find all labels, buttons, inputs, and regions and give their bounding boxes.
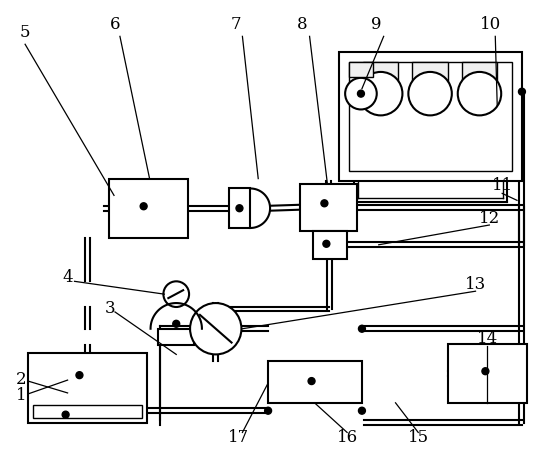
- Circle shape: [323, 241, 330, 247]
- Text: 4: 4: [62, 269, 73, 286]
- Text: 13: 13: [465, 276, 486, 293]
- Text: 11: 11: [492, 177, 513, 194]
- Circle shape: [190, 303, 241, 354]
- Bar: [448, 343, 527, 403]
- Text: 5: 5: [20, 24, 30, 41]
- Circle shape: [358, 90, 364, 97]
- Circle shape: [358, 325, 365, 332]
- Bar: [268, 361, 362, 403]
- Text: 3: 3: [105, 300, 115, 318]
- Circle shape: [308, 378, 315, 385]
- Bar: [33, 405, 142, 418]
- Bar: [349, 62, 512, 171]
- Circle shape: [76, 372, 83, 379]
- Circle shape: [359, 72, 402, 116]
- Circle shape: [173, 320, 180, 327]
- Circle shape: [345, 78, 377, 110]
- Bar: [312, 231, 347, 259]
- Text: 8: 8: [298, 16, 308, 33]
- Circle shape: [408, 72, 452, 116]
- Text: 7: 7: [230, 16, 241, 33]
- Text: 15: 15: [408, 429, 429, 446]
- Circle shape: [358, 407, 365, 414]
- Text: 9: 9: [371, 16, 382, 33]
- Circle shape: [321, 200, 328, 207]
- Text: 6: 6: [110, 16, 120, 33]
- Bar: [229, 188, 250, 228]
- Bar: [349, 62, 373, 77]
- Bar: [300, 183, 357, 231]
- Text: 10: 10: [480, 16, 501, 33]
- Text: 16: 16: [337, 429, 358, 446]
- Bar: [158, 329, 194, 346]
- Text: 17: 17: [228, 429, 249, 446]
- Circle shape: [140, 203, 147, 210]
- Bar: [28, 353, 147, 423]
- Text: 2: 2: [16, 371, 26, 388]
- Text: 14: 14: [477, 330, 498, 347]
- Circle shape: [236, 205, 243, 212]
- Bar: [461, 62, 497, 82]
- Circle shape: [264, 407, 272, 414]
- Circle shape: [482, 368, 489, 375]
- Circle shape: [62, 411, 69, 418]
- Bar: [109, 178, 188, 238]
- Circle shape: [518, 88, 526, 95]
- Bar: [339, 52, 522, 181]
- Text: 12: 12: [479, 210, 500, 226]
- Text: 1: 1: [16, 387, 26, 405]
- Circle shape: [458, 72, 501, 116]
- Circle shape: [163, 281, 189, 307]
- Bar: [412, 62, 448, 82]
- Bar: [363, 62, 399, 82]
